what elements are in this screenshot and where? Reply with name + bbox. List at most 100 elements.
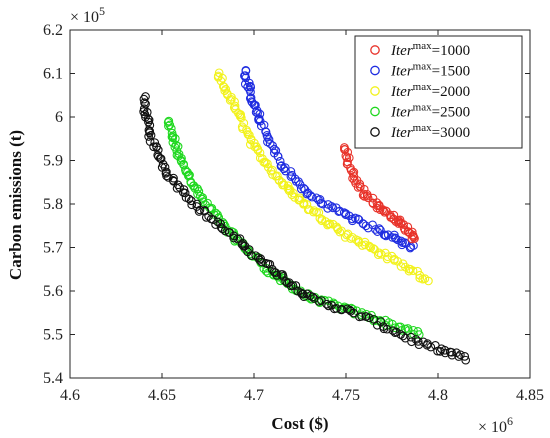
y-tick-label: 5.5 [43, 327, 63, 344]
y-axis-multiplier: × 105 [70, 4, 105, 26]
data-point [271, 146, 281, 155]
data-point [185, 170, 194, 180]
data-point [235, 234, 245, 243]
series-3 [213, 68, 433, 286]
data-point [257, 257, 267, 267]
data-point [387, 251, 397, 261]
data-point [454, 352, 464, 361]
data-point [407, 337, 416, 347]
data-point [260, 157, 270, 167]
data-point [365, 313, 374, 323]
data-point [424, 276, 433, 286]
data-point [362, 191, 372, 201]
data-point [244, 245, 254, 254]
data-point [379, 324, 389, 334]
data-point [318, 199, 328, 209]
data-point [382, 324, 392, 334]
data-point [184, 194, 194, 204]
data-point [269, 144, 279, 154]
data-point [218, 81, 228, 91]
data-point [160, 162, 170, 172]
data-point [263, 159, 272, 169]
x-axis-multiplier-exponent: 6 [507, 414, 513, 428]
data-point [447, 350, 457, 360]
data-point [241, 66, 251, 76]
data-point [325, 219, 335, 229]
x-axis-multiplier: × 106 [478, 414, 513, 436]
axis-ticks: 4.6 4.65 4.7 4.75 4.8 4.85 5.4 5.5 5.6 5.7 5.8 5.9 6… [43, 22, 544, 404]
data-point [403, 324, 413, 333]
legend-marker [370, 127, 380, 137]
data-point [323, 220, 332, 230]
data-point [171, 140, 181, 150]
data-point [411, 335, 421, 344]
legend-marker [370, 45, 380, 55]
data-point [272, 271, 282, 280]
data-point [187, 200, 197, 210]
data-point [389, 214, 398, 224]
data-point [391, 234, 401, 243]
data-point [265, 259, 275, 269]
data-point [399, 220, 408, 229]
data-point [179, 159, 188, 169]
data-point [375, 205, 385, 214]
data-point [392, 327, 401, 337]
data-point [410, 234, 419, 243]
data-point [306, 191, 315, 200]
x-tick-label: 4.8 [428, 387, 448, 404]
data-point [317, 216, 327, 226]
data-point [400, 238, 410, 247]
data-point [235, 112, 245, 121]
data-point [308, 292, 317, 302]
data-point [371, 225, 380, 234]
data-point [153, 145, 163, 155]
data-point [229, 103, 239, 112]
y-tick-label: 6.1 [43, 66, 63, 83]
data-point [327, 202, 336, 211]
data-point [396, 262, 406, 271]
data-point [180, 188, 190, 198]
data-point [238, 124, 247, 134]
data-point [288, 188, 298, 198]
data-point [140, 110, 150, 119]
series-5 [139, 92, 471, 365]
data-point [286, 167, 296, 176]
data-point [353, 214, 363, 224]
data-point [379, 206, 389, 216]
data-point [404, 266, 414, 276]
legend-label: Itermax=2000 [390, 81, 470, 100]
data-point [332, 304, 341, 313]
data-point [261, 127, 270, 136]
data-point [275, 156, 285, 166]
data-point [220, 226, 230, 236]
data-point [278, 272, 288, 281]
data-point [456, 350, 465, 360]
data-point [254, 115, 264, 125]
data-point [408, 266, 418, 276]
data-point [348, 304, 358, 314]
data-point [349, 167, 359, 177]
legend-marker [370, 86, 380, 96]
data-point [291, 281, 301, 290]
y-axis-title: Carbon emissions (t) [6, 130, 25, 280]
series-2 [240, 65, 418, 253]
series-1 [340, 143, 419, 244]
data-point [447, 347, 456, 357]
y-tick-label: 5.4 [43, 370, 63, 387]
data-point [374, 224, 384, 233]
legend-label: Itermax=1000 [390, 40, 470, 59]
data-point [368, 220, 377, 230]
data-point [208, 215, 218, 224]
data-point [188, 181, 198, 191]
data-point [198, 193, 208, 202]
y-axis-multiplier-exponent: 5 [99, 4, 105, 18]
data-point [302, 200, 312, 209]
data-point [164, 121, 173, 131]
data-point [299, 199, 308, 209]
data-point [253, 145, 263, 155]
data-point [390, 256, 399, 265]
x-tick-label: 4.65 [148, 387, 176, 404]
data-point [156, 154, 166, 164]
legend-box [354, 35, 523, 149]
